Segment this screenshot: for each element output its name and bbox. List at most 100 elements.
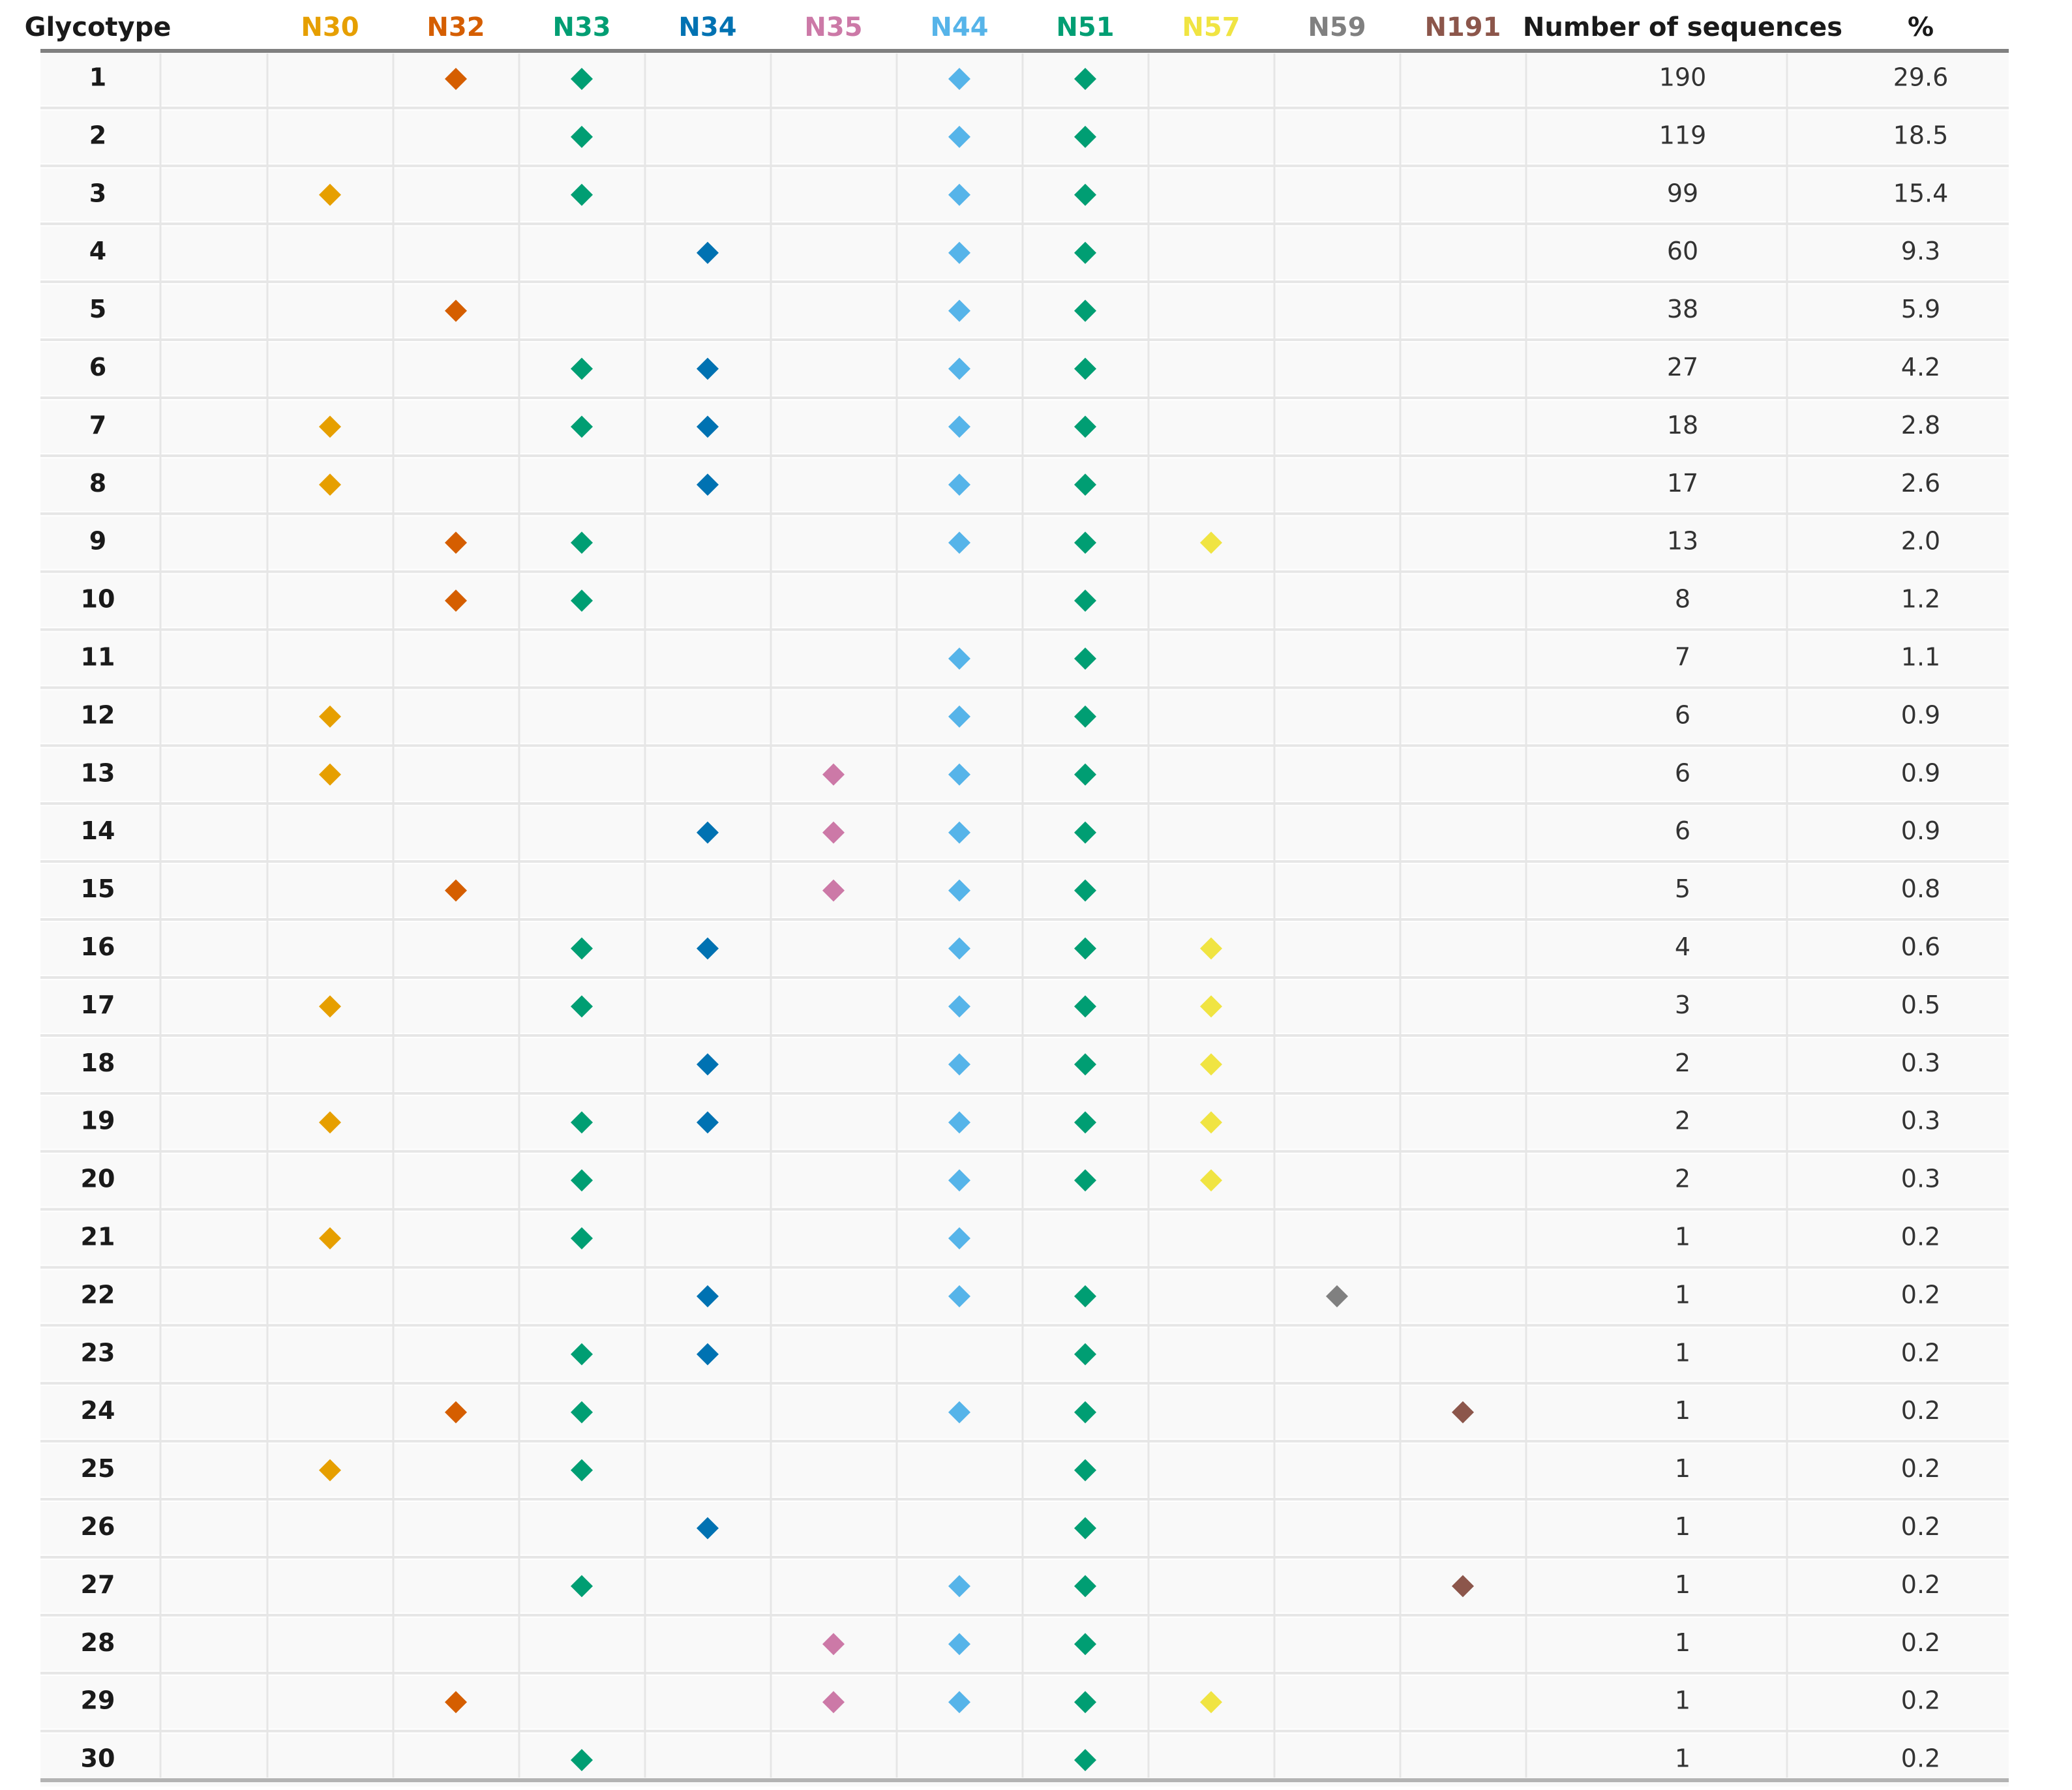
site-marker-n33 [571, 125, 593, 148]
sequence-percent: 0.2 [1901, 1223, 1940, 1251]
glycotype-label: 9 [89, 527, 106, 556]
table-row: 3 99 15.4 [89, 179, 1949, 207]
sequence-count: 99 [1667, 179, 1698, 207]
glycotype-label: 11 [81, 643, 115, 672]
glycotype-label: 3 [89, 179, 106, 207]
header-site-n57: N57 [1182, 12, 1240, 42]
site-marker-n191 [1452, 1575, 1474, 1598]
site-marker-n51 [1074, 241, 1096, 264]
row-background [40, 1386, 2009, 1439]
table-row: 30 1 0.2 [81, 1744, 1941, 1773]
sequence-count: 1 [1675, 1223, 1690, 1251]
row-background [40, 690, 2009, 743]
site-marker-n44 [948, 763, 970, 786]
site-marker-n44 [948, 1285, 970, 1307]
glycotype-label: 15 [81, 874, 115, 903]
site-marker-n32 [445, 1401, 467, 1424]
sequence-count: 119 [1659, 121, 1707, 149]
row-background [40, 632, 2009, 685]
table-row: 29 1 0.2 [81, 1686, 1941, 1715]
table-row: 28 1 0.2 [81, 1628, 1941, 1657]
sequence-percent: 0.3 [1901, 1165, 1940, 1193]
row-background [40, 748, 2009, 801]
site-marker-n44 [948, 1633, 970, 1656]
row-background [40, 1444, 2009, 1497]
row-background [40, 1733, 2009, 1787]
site-marker-n34 [697, 937, 719, 960]
site-marker-n32 [445, 589, 467, 612]
glycotype-label: 17 [81, 991, 115, 1019]
site-marker-n30 [319, 763, 341, 786]
table-row: 20 2 0.3 [81, 1165, 1941, 1193]
site-marker-n44 [948, 995, 970, 1018]
glycotype-label: 30 [81, 1744, 115, 1773]
sequence-percent: 0.2 [1901, 1570, 1940, 1599]
table-row: 18 2 0.3 [81, 1049, 1941, 1077]
site-marker-n51 [1074, 357, 1096, 380]
site-marker-n33 [571, 995, 593, 1018]
table-row: 19 2 0.3 [81, 1107, 1941, 1135]
sequence-percent: 1.2 [1901, 585, 1940, 614]
site-marker-n30 [319, 1111, 341, 1134]
site-marker-n30 [319, 473, 341, 496]
glycotype-label: 20 [81, 1165, 115, 1193]
table-header: Glycotype N30 N32 N33 N34 N35 N44 N51 N57 N59 N191… [25, 12, 1934, 42]
header-number-of-sequences: Number of sequences [1523, 12, 1842, 42]
sequence-percent: 0.2 [1901, 1628, 1940, 1657]
glycotype-label: 14 [81, 816, 115, 845]
sequence-count: 1 [1675, 1744, 1690, 1773]
sequence-count: 1 [1675, 1338, 1690, 1367]
site-marker-n51 [1074, 415, 1096, 438]
row-background [40, 1617, 2009, 1671]
sequence-count: 5 [1675, 874, 1690, 903]
sequence-count: 17 [1667, 469, 1698, 498]
sequence-count: 1 [1675, 1686, 1690, 1715]
site-marker-n57 [1200, 995, 1222, 1018]
site-marker-n34 [697, 1285, 719, 1307]
site-marker-n44 [948, 473, 970, 496]
sequence-percent: 2.6 [1901, 469, 1940, 498]
sequence-percent: 0.2 [1901, 1280, 1940, 1309]
sequence-percent: 0.8 [1901, 874, 1940, 903]
site-marker-n59 [1326, 1285, 1348, 1307]
site-marker-n33 [571, 1459, 593, 1482]
site-marker-n33 [571, 589, 593, 612]
sequence-count: 1 [1675, 1570, 1690, 1599]
row-background [40, 342, 2009, 395]
table-row: 1 190 29.6 [89, 63, 1949, 92]
site-marker-n33 [571, 68, 593, 90]
sequence-count: 6 [1675, 700, 1690, 729]
site-marker-n57 [1200, 937, 1222, 960]
site-marker-n51 [1074, 1053, 1096, 1076]
table-row: 22 1 0.2 [81, 1280, 1941, 1309]
site-marker-n51 [1074, 995, 1096, 1018]
table-row: 25 1 0.2 [81, 1454, 1941, 1483]
site-marker-n51 [1074, 68, 1096, 90]
site-marker-n57 [1200, 1053, 1222, 1076]
site-marker-n51 [1074, 1401, 1096, 1424]
sequence-percent: 0.5 [1901, 991, 1940, 1019]
header-site-n44: N44 [930, 12, 988, 42]
table-body: 1 190 29.62 119 18.53 99 15.44 60 9.35 38 5.96 27 4.… [81, 63, 1949, 1773]
glycotype-label: 26 [81, 1512, 115, 1541]
site-marker-n33 [571, 1575, 593, 1598]
sequence-count: 60 [1667, 237, 1698, 265]
header-site-n191: N191 [1425, 12, 1501, 42]
sequence-percent: 18.5 [1893, 121, 1949, 149]
site-marker-n44 [948, 357, 970, 380]
sequence-count: 8 [1675, 585, 1690, 614]
glycotype-label: 28 [81, 1628, 115, 1657]
header-site-n51: N51 [1056, 12, 1114, 42]
sequence-count: 2 [1675, 1165, 1690, 1193]
site-marker-n33 [571, 415, 593, 438]
site-marker-n51 [1074, 821, 1096, 844]
sequence-count: 1 [1675, 1396, 1690, 1425]
header-percent: % [1908, 12, 1934, 42]
row-background [40, 400, 2009, 453]
sequence-percent: 2.0 [1901, 527, 1940, 556]
glycotype-label: 1 [89, 63, 106, 92]
row-background [40, 1270, 2009, 1323]
sequence-count: 1 [1675, 1628, 1690, 1657]
glycotype-label: 2 [89, 121, 106, 149]
